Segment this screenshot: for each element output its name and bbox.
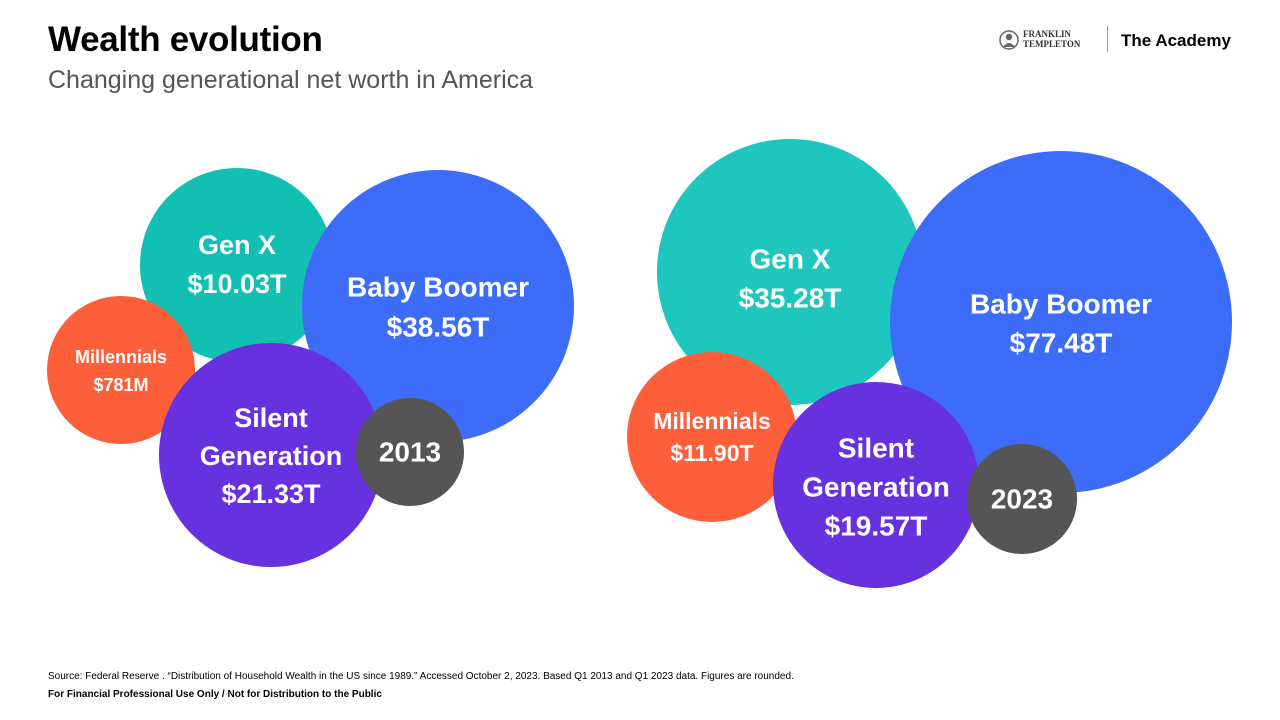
bubble-label-silent-generation: Silent	[838, 433, 914, 464]
bubble-silent-generation-2013	[159, 343, 383, 567]
brand-logos: FRANKLIN TEMPLETON The Academy	[996, 26, 1236, 54]
bubble-value-gen-x: $35.28T	[739, 283, 842, 314]
franklin-templeton-logo-icon	[999, 30, 1019, 50]
bubble-label-gen-x: Gen X	[750, 244, 831, 275]
bubble-label-gen-x: Gen X	[198, 230, 276, 260]
bubble-chart-2013: Gen X $10.03T Baby Boomer $38.56T Millennial…	[47, 168, 574, 567]
academy-logo: The Academy	[1121, 31, 1231, 50]
bubble-value-silent-generation: $19.57T	[825, 511, 928, 542]
year-label: 2013	[379, 437, 441, 468]
page-title: Wealth evolution	[48, 20, 323, 59]
bubble-silent-generation-2023	[773, 382, 979, 588]
bubble-label-silent-generation: Generation	[802, 472, 950, 503]
bubble-value-millennials: $781M	[93, 375, 148, 395]
bubble-value-baby-boomer: $77.48T	[1010, 328, 1113, 359]
bubble-label-baby-boomer: Baby Boomer	[347, 272, 529, 303]
disclaimer-note: For Financial Professional Use Only / No…	[48, 689, 382, 700]
year-badge-2023	[967, 444, 1077, 554]
bubble-value-baby-boomer: $38.56T	[387, 312, 490, 343]
templeton-text: TEMPLETON	[1023, 39, 1081, 49]
bubble-gen-x-2013	[140, 168, 334, 362]
bubble-millennials-2023	[627, 352, 797, 522]
bubble-label-silent-generation: Generation	[200, 441, 343, 471]
franklin-templeton-wordmark: FRANKLIN TEMPLETON	[1023, 29, 1080, 49]
bubble-baby-boomer-2013	[302, 170, 574, 442]
bubble-label-millennials: Millennials	[653, 408, 771, 434]
bubble-baby-boomer-2023	[890, 151, 1232, 493]
year-label: 2023	[991, 484, 1053, 515]
bubble-value-gen-x: $10.03T	[187, 269, 287, 299]
source-note: Source: Federal Reserve . “Distribution …	[48, 671, 794, 682]
bubble-gen-x-2023	[657, 139, 923, 405]
page-subtitle: Changing generational net worth in Ameri…	[48, 66, 534, 94]
bubble-label-silent-generation: Silent	[234, 403, 308, 433]
brand-divider	[1107, 26, 1108, 52]
bubble-value-millennials: $11.90T	[670, 440, 753, 466]
bubble-label-millennials: Millennials	[75, 347, 167, 367]
franklin-text: FRANKLIN	[1023, 29, 1072, 39]
bubble-chart-2023: Gen X $35.28T Baby Boomer $77.48T Millennial…	[627, 139, 1232, 588]
year-badge-2013	[356, 398, 464, 506]
bubble-millennials-2013	[47, 296, 195, 444]
bubble-label-baby-boomer: Baby Boomer	[970, 289, 1152, 320]
bubble-value-silent-generation: $21.33T	[221, 479, 321, 509]
